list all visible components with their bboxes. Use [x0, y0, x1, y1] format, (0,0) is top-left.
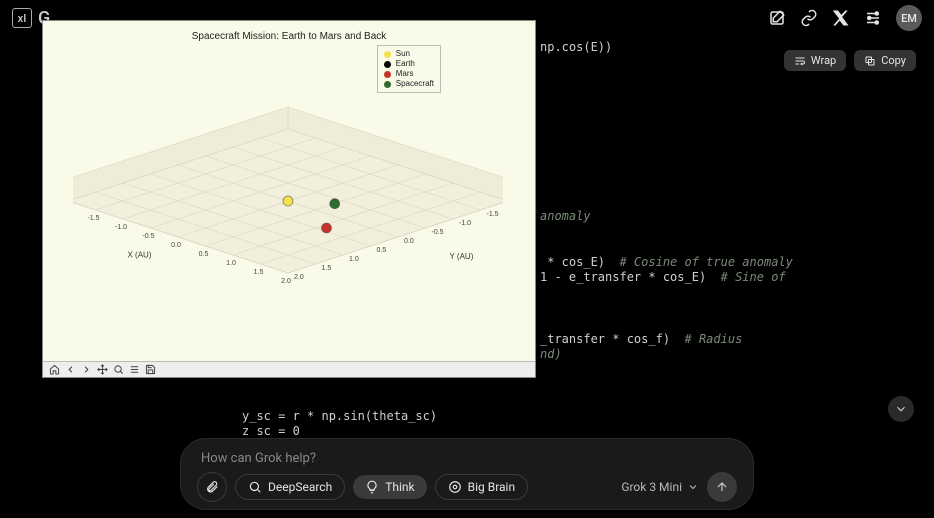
legend-dot: [384, 51, 391, 58]
svg-text:1.0: 1.0: [349, 256, 359, 263]
model-selector[interactable]: Grok 3 Mini: [621, 480, 699, 494]
point-sun: [283, 196, 293, 206]
link-icon[interactable]: [800, 9, 818, 27]
avatar[interactable]: EM: [896, 5, 922, 31]
model-label: Grok 3 Mini: [621, 480, 682, 494]
new-chat-icon[interactable]: [768, 9, 786, 27]
deepsearch-label: DeepSearch: [268, 480, 332, 494]
settings-icon[interactable]: [864, 9, 882, 27]
forward-icon[interactable]: [79, 363, 93, 377]
svg-text:1.0: 1.0: [226, 260, 236, 267]
expand-button[interactable]: [888, 396, 914, 422]
wrap-label: Wrap: [811, 54, 836, 67]
bigbrain-label: Big Brain: [468, 480, 516, 494]
think-button[interactable]: Think: [353, 475, 426, 499]
plot-window: Spacecraft Mission: Earth to Mars and Ba…: [42, 20, 536, 378]
svg-text:-1.5: -1.5: [87, 215, 99, 222]
svg-text:0.5: 0.5: [199, 251, 209, 258]
legend-dot: [384, 61, 391, 68]
legend-label: Mars: [396, 69, 414, 79]
attach-button[interactable]: [197, 472, 227, 502]
bigbrain-button[interactable]: Big Brain: [435, 474, 529, 500]
legend-item: Sun: [384, 49, 434, 59]
home-icon[interactable]: [47, 363, 61, 377]
svg-text:X (AU): X (AU): [128, 251, 152, 260]
legend-item: Earth: [384, 59, 434, 69]
point-mars: [322, 223, 332, 233]
legend-item: Mars: [384, 69, 434, 79]
deepsearch-button[interactable]: DeepSearch: [235, 474, 345, 500]
configure-icon[interactable]: [127, 363, 141, 377]
code-line: [200, 378, 934, 393]
plot-toolbar: [43, 361, 535, 377]
svg-text:-0.5: -0.5: [432, 229, 444, 236]
legend-label: Sun: [396, 49, 410, 59]
svg-text:2.0: 2.0: [294, 274, 304, 281]
legend-dot: [384, 81, 391, 88]
x-logo-icon[interactable]: [832, 9, 850, 27]
svg-text:2.0: 2.0: [281, 278, 291, 285]
code-toolbar: Wrap Copy: [784, 50, 916, 71]
legend: SunEarthMarsSpacecraft: [377, 45, 441, 93]
legend-item: Spacecraft: [384, 79, 434, 89]
svg-text:1.5: 1.5: [322, 265, 332, 272]
zoom-icon[interactable]: [111, 363, 125, 377]
input-field[interactable]: How can Grok help?: [197, 449, 737, 472]
svg-text:1.5: 1.5: [254, 269, 264, 276]
send-button[interactable]: [707, 472, 737, 502]
svg-text:0.0: 0.0: [404, 238, 414, 245]
input-row: DeepSearch Think Big Brain Grok 3 Mini: [197, 472, 737, 502]
code-line: [200, 393, 934, 408]
svg-text:0.5: 0.5: [377, 247, 387, 254]
svg-text:-0.5: -0.5: [142, 233, 154, 240]
wrap-button[interactable]: Wrap: [784, 50, 846, 71]
code-line: y_sc = r * np.sin(theta_sc): [200, 409, 934, 424]
svg-text:Y (AU): Y (AU): [450, 252, 474, 261]
input-bar: How can Grok help? DeepSearch Think Big …: [180, 438, 754, 510]
svg-text:-1.0: -1.0: [115, 224, 127, 231]
plot-title: Spacecraft Mission: Earth to Mars and Ba…: [43, 31, 535, 42]
app-logo[interactable]: xI: [12, 8, 32, 28]
copy-button[interactable]: Copy: [854, 50, 916, 71]
code-line: z_sc = 0: [200, 424, 934, 436]
point-spacecraft: [330, 199, 340, 209]
svg-text:0.0: 0.0: [171, 242, 181, 249]
svg-text:-1.5: -1.5: [487, 211, 499, 218]
back-icon[interactable]: [63, 363, 77, 377]
legend-label: Earth: [396, 59, 415, 69]
pan-icon[interactable]: [95, 363, 109, 377]
save-icon[interactable]: [143, 363, 157, 377]
svg-text:-1.0: -1.0: [459, 220, 471, 227]
topbar-right: EM: [768, 5, 922, 31]
legend-dot: [384, 71, 391, 78]
copy-label: Copy: [881, 54, 906, 67]
legend-label: Spacecraft: [396, 79, 434, 89]
plot-3d-axes: -2.0-1.5-1.0-0.50.00.51.01.52.0X (AU)2.0…: [73, 91, 503, 361]
think-label: Think: [385, 480, 414, 494]
